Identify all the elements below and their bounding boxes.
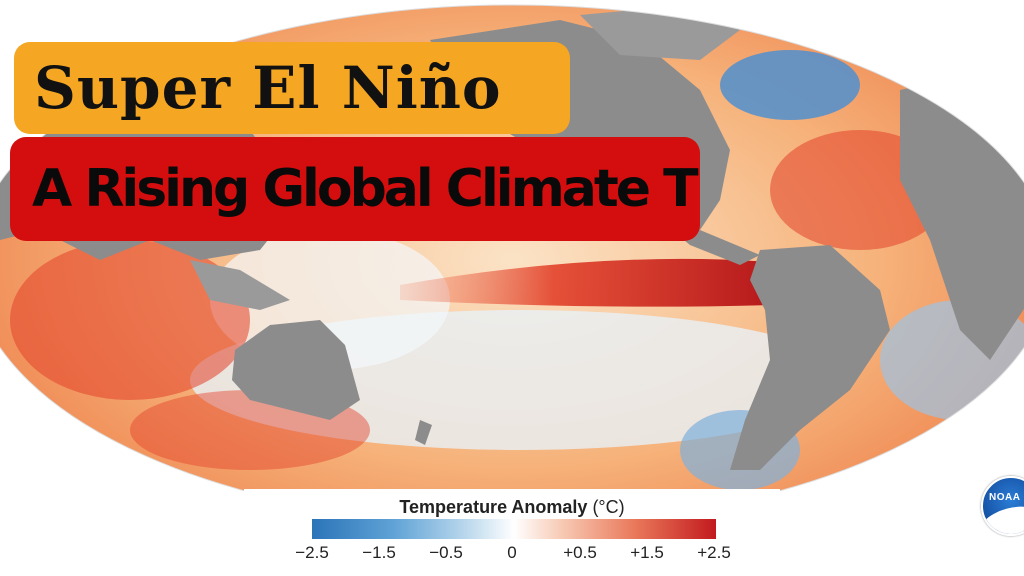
warm-patch-north-pacific — [10, 240, 250, 400]
temperature-anomaly-legend: Temperature Anomaly (°C) −2.5 −1.5 −0.5 … — [244, 489, 780, 576]
legend-ticks: −2.5 −1.5 −0.5 0 +0.5 +1.5 +2.5 — [244, 543, 780, 567]
south-america-land — [730, 245, 890, 470]
legend-title: Temperature Anomaly (°C) — [244, 497, 780, 518]
headline-subtitle: A Rising Global Climate Threat — [10, 137, 700, 241]
australia-land — [232, 320, 360, 420]
legend-tick: −1.5 — [362, 543, 396, 562]
noaa-logo-text: NOAA — [989, 492, 1021, 503]
cool-patch-north-atlantic — [720, 50, 860, 120]
new-zealand-land — [415, 420, 432, 445]
legend-tick: 0 — [507, 543, 517, 562]
legend-title-unit: (°C) — [587, 497, 625, 517]
el-nino-warm-tongue — [400, 258, 785, 307]
legend-color-bar — [312, 519, 716, 539]
legend-tick: +0.5 — [563, 543, 597, 562]
legend-tick: −0.5 — [429, 543, 463, 562]
maritime-asia-land — [190, 260, 290, 310]
noaa-logo-icon: NOAA — [981, 476, 1024, 536]
noaa-logo-wave — [983, 499, 1024, 534]
headline-title: Super El Niño — [14, 42, 570, 134]
legend-tick: +2.5 — [697, 543, 731, 562]
legend-tick: +1.5 — [630, 543, 664, 562]
legend-tick: −2.5 — [295, 543, 329, 562]
legend-title-label: Temperature Anomaly — [399, 497, 588, 517]
